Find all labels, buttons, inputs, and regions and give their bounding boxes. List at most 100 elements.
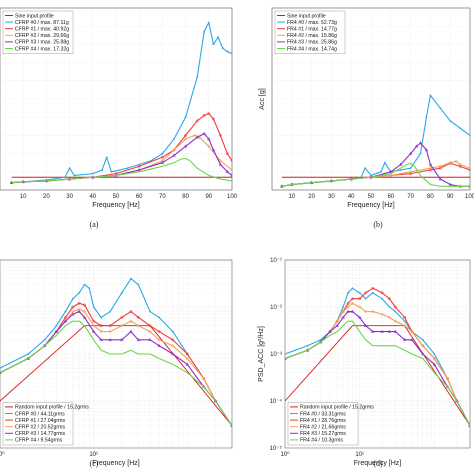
series-group-c [0,277,232,428]
data-point [341,309,345,314]
data-point [393,329,398,333]
chart-b: 10 20 30 40 50 60 70 80 90 100 Frequency [Hz] Acc [… [259,7,474,229]
data-point [218,158,223,163]
data-point [438,164,442,169]
series-group-d [285,286,470,428]
legend-entry-4: CFRP #3 / 14.77grms [15,431,65,437]
x-tick-label: 20 [308,194,315,200]
x-tick-label: 10¹ [89,452,98,458]
x-tick-label: 60 [387,194,394,200]
data-point [398,162,403,166]
data-point [363,309,368,314]
data-point [185,352,189,356]
x-tick-label: 80 [182,194,189,200]
data-point [449,119,452,122]
data-point [371,286,375,290]
data-point [371,291,374,294]
series-line-5 [281,162,470,187]
y-tick-label: 10⁻⁴ [270,398,283,405]
data-point [225,169,230,174]
data-point [101,169,103,171]
data-point [409,172,413,176]
legend-entry-0: Sine input profile [15,13,54,19]
data-point [319,338,322,341]
data-point [211,147,216,152]
data-point [203,30,206,33]
data-point [105,156,108,159]
data-point [157,337,161,342]
data-point [27,353,30,355]
data-point [408,169,413,174]
data-point [371,329,375,333]
data-point [71,305,75,309]
data-point [43,338,46,341]
data-point [137,283,140,286]
x-tick-label: 60 [136,194,143,200]
data-point [225,152,229,156]
data-point [170,351,175,356]
data-point [207,144,211,149]
x-tick-label: 10⁰ [280,451,290,458]
data-point [346,305,350,309]
caption-b: (b) [373,220,383,229]
y-tick-label: 10⁻³ [270,352,282,358]
data-point [458,162,462,167]
data-point [114,172,118,176]
data-point [420,351,425,356]
data-point [120,323,124,328]
series-line-1 [11,22,232,184]
legend-entry-0: Random input profile / 15.2grms [15,405,89,411]
data-point [78,291,81,294]
data-point [183,144,188,148]
legend-entry-2: FR4 #1 / 28.76grms [300,418,346,424]
data-point [393,319,397,324]
data-point [160,155,164,159]
data-point [371,309,375,314]
data-point [99,329,103,334]
data-point [328,329,332,333]
data-point [184,116,187,119]
data-point [212,43,215,46]
data-point [358,291,361,294]
data-point [380,291,384,295]
x-tick-label: 90 [447,194,454,200]
data-point [130,277,132,280]
data-point [347,291,350,294]
data-point [77,309,81,313]
data-point [221,47,224,49]
x-tick-label: 30 [328,194,335,200]
data-point [99,337,103,342]
data-point [120,315,124,319]
data-point [428,168,432,172]
data-point [409,167,412,170]
data-point [424,147,429,152]
data-point [183,137,188,141]
legend-entry-3: FR4 #2 / max. 15.86g [287,33,337,39]
data-point [148,329,152,334]
data-point [358,297,362,301]
x-tick-label: 10 [20,194,27,200]
chart-c: 10⁰ 10¹ Frequency [Hz] Random input profile… [0,259,233,468]
legend-entry-2: CFRP #1 / 27.04grms [15,418,65,424]
y-tick-label: 10⁻² [270,305,282,311]
x-axis-label: Frequency [Hz] [354,460,402,467]
data-point [137,164,141,168]
data-point [454,159,458,164]
data-point [410,337,414,342]
data-point [433,353,436,355]
data-point [83,283,86,286]
data-point [195,119,199,123]
data-point [230,159,232,163]
caption-a: (a) [90,220,99,229]
data-point [92,319,96,323]
data-point [410,329,414,334]
data-point [68,167,71,170]
legend-entry-3: CFRP #2 / 20.52grms [15,425,65,431]
data-point [148,324,152,328]
data-point [388,306,391,308]
data-point [387,329,392,333]
data-point [136,315,140,319]
data-point [230,168,232,172]
x-axis-label: Frequency [Hz] [92,460,140,467]
